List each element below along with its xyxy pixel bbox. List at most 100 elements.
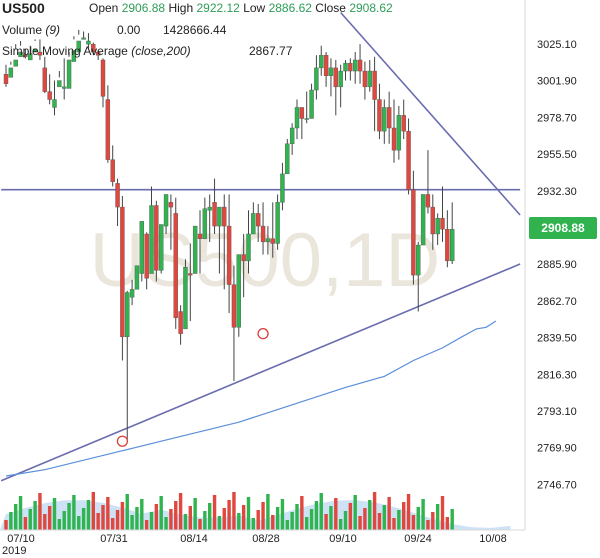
volume-bar [382, 505, 386, 530]
candle-body [362, 70, 368, 88]
candle-body [76, 40, 81, 53]
candle [241, 233, 246, 298]
candle [411, 170, 416, 285]
price-tick-label: 2978.70 [537, 112, 577, 124]
candle-body [270, 238, 275, 244]
candle-body [13, 59, 18, 67]
candle [430, 194, 435, 250]
close-label: Close [315, 1, 346, 15]
candle-body [71, 50, 77, 62]
sma-line [5, 320, 497, 477]
volume-bar [130, 515, 134, 530]
candle [440, 186, 445, 242]
volume-bar [52, 498, 57, 530]
candle [406, 118, 411, 195]
candle [95, 50, 101, 60]
volume-bar [280, 499, 285, 530]
candle-body [420, 194, 426, 246]
sma-param: (close,200) [131, 44, 191, 58]
candle-body [425, 194, 431, 208]
volume-bar [135, 507, 139, 530]
date-tick-label: 08/14 [180, 533, 208, 545]
candle [183, 259, 188, 330]
volume-bar [212, 495, 217, 530]
candle [192, 225, 198, 274]
volume-bar [241, 505, 246, 530]
volume-bar [77, 516, 81, 530]
volume-bar [406, 494, 411, 530]
close-value: 2908.62 [349, 1, 393, 15]
candle [348, 58, 353, 81]
candle [217, 206, 222, 274]
candle [377, 83, 382, 140]
candle [76, 29, 81, 53]
candle [13, 44, 18, 67]
trend-line [340, 11, 521, 216]
date-tick-label: 07/10 [7, 533, 35, 545]
candle [362, 61, 368, 100]
open-label: Open [89, 1, 119, 15]
price-tick-label: 2793.10 [537, 406, 577, 418]
trend-lines[interactable] [0, 11, 521, 482]
candle [144, 232, 149, 290]
candle-body [37, 51, 43, 56]
volume-bar [14, 504, 18, 530]
candle-body [348, 62, 353, 72]
volume-bar [261, 502, 265, 530]
candle-body [265, 238, 271, 243]
candle [333, 59, 338, 116]
volume-bar [62, 511, 66, 530]
volume-bar [217, 516, 222, 530]
candle-body [299, 107, 305, 119]
candle [251, 202, 256, 235]
trend-anchor-markers[interactable] [116, 327, 269, 447]
candle-body [212, 202, 217, 227]
candle [207, 194, 212, 242]
volume-bar [305, 517, 309, 530]
candle-body [406, 130, 411, 190]
volume-bar [208, 503, 212, 530]
candle [391, 99, 397, 163]
volume-bar [43, 514, 47, 530]
ohlc-readout: Open 2906.88 High 2922.12 Low 2886.62 Cl… [89, 1, 393, 15]
volume-bar [368, 500, 372, 530]
price-tick-label: 2839.50 [537, 333, 577, 345]
candle-body [202, 208, 208, 239]
candle-body [125, 292, 130, 338]
candle-body [367, 70, 372, 88]
volume-bar [144, 520, 149, 530]
candle [435, 213, 440, 246]
candle [18, 40, 23, 58]
volume-bar [227, 500, 231, 530]
volume-bar [416, 507, 420, 530]
candle-body [8, 67, 14, 78]
volume-bar [348, 503, 353, 530]
price-tick-label: 2885.90 [537, 259, 577, 271]
volume-bar [91, 492, 95, 530]
volume-bar [440, 496, 445, 530]
candle [62, 58, 67, 100]
candle [328, 58, 334, 97]
candle [28, 45, 33, 61]
candle-body [416, 244, 421, 276]
candle-body [163, 194, 169, 227]
candle-body [372, 70, 377, 100]
volume-bar [363, 508, 367, 530]
volume-bar [392, 518, 396, 530]
candle-body [188, 273, 193, 276]
volume-param: (9) [45, 23, 61, 37]
volume-bar [23, 517, 28, 530]
candle-body [226, 225, 232, 285]
candle-body [168, 202, 174, 208]
volume-label: Volume [2, 23, 43, 37]
volume-bar [421, 499, 425, 530]
sma-label: Simple Moving Average [2, 44, 128, 58]
volume-value-1: 0.00 [117, 23, 141, 37]
candle [357, 44, 363, 84]
candle [134, 265, 140, 290]
candle [129, 279, 135, 306]
volume-bar [275, 507, 280, 530]
candle [197, 210, 203, 274]
volume-bar [372, 492, 377, 530]
